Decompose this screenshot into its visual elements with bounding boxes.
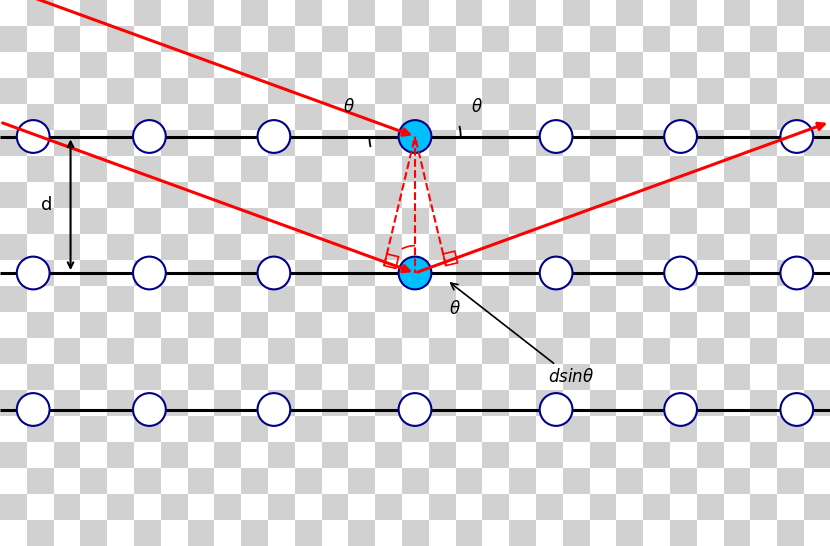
Ellipse shape xyxy=(133,393,166,426)
Ellipse shape xyxy=(133,257,166,289)
Ellipse shape xyxy=(780,120,813,153)
Ellipse shape xyxy=(133,120,166,153)
Ellipse shape xyxy=(398,257,432,289)
Ellipse shape xyxy=(17,257,50,289)
Ellipse shape xyxy=(17,393,50,426)
Ellipse shape xyxy=(398,393,432,426)
Text: $\theta$: $\theta$ xyxy=(449,300,461,318)
Ellipse shape xyxy=(257,257,290,289)
Ellipse shape xyxy=(257,120,290,153)
Ellipse shape xyxy=(540,120,573,153)
Ellipse shape xyxy=(664,393,697,426)
Ellipse shape xyxy=(540,393,573,426)
Text: $\theta$: $\theta$ xyxy=(343,98,354,116)
Ellipse shape xyxy=(257,393,290,426)
Text: $dsin\theta$: $dsin\theta$ xyxy=(451,283,594,385)
Ellipse shape xyxy=(780,257,813,289)
Ellipse shape xyxy=(17,120,50,153)
Ellipse shape xyxy=(540,257,573,289)
Text: d: d xyxy=(41,196,52,213)
Text: $\theta$: $\theta$ xyxy=(471,98,483,116)
Ellipse shape xyxy=(398,120,432,153)
Ellipse shape xyxy=(664,120,697,153)
Ellipse shape xyxy=(780,393,813,426)
Ellipse shape xyxy=(664,257,697,289)
